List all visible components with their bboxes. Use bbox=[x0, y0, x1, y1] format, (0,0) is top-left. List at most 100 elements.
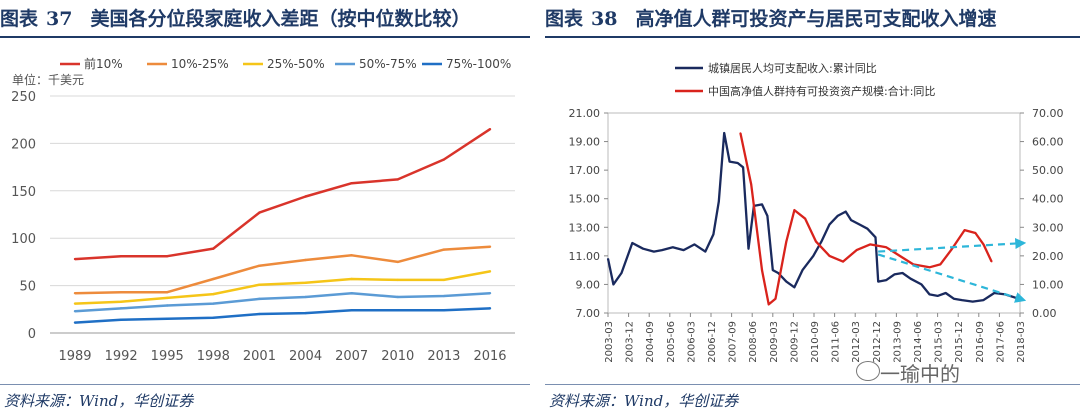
data-point bbox=[728, 160, 731, 163]
left-figure-title-text: 美国各分位段家庭收入差距（按中位数比较） bbox=[90, 8, 471, 30]
data-point bbox=[993, 292, 996, 294]
right-source-note: 资料来源：Wind，华创证券 bbox=[549, 392, 739, 410]
data-point bbox=[874, 236, 877, 239]
x-tick-label: 2003-12 bbox=[625, 321, 636, 363]
data-point bbox=[739, 132, 742, 134]
data-point bbox=[212, 302, 215, 305]
data-point bbox=[761, 269, 763, 271]
legend-label-3: 25%-50% bbox=[267, 57, 325, 71]
data-point bbox=[928, 293, 931, 296]
data-point bbox=[747, 247, 750, 250]
x-tick-label: 2001 bbox=[243, 349, 276, 364]
data-point bbox=[772, 269, 774, 271]
data-point bbox=[801, 269, 804, 271]
y-tick-label: 50 bbox=[19, 280, 36, 295]
data-point bbox=[442, 248, 446, 251]
data-point bbox=[893, 273, 896, 276]
data-point bbox=[974, 232, 977, 234]
data-point bbox=[442, 294, 446, 298]
x-tick-label: 1989 bbox=[58, 349, 91, 364]
data-point bbox=[661, 249, 663, 251]
x-tick-label: 2018-03 bbox=[1016, 321, 1027, 363]
x-tick-label: 2012-12 bbox=[872, 321, 883, 363]
data-point bbox=[909, 277, 912, 280]
series-line-1 bbox=[74, 128, 491, 261]
data-point bbox=[717, 200, 720, 203]
data-point bbox=[885, 279, 888, 281]
data-point bbox=[73, 257, 77, 261]
data-point bbox=[850, 219, 852, 221]
x-tick-label: 2014-06 bbox=[913, 321, 924, 363]
series-line-1 bbox=[606, 131, 1019, 303]
data-point bbox=[928, 266, 931, 269]
data-point bbox=[672, 246, 674, 249]
data-point bbox=[212, 316, 215, 320]
data-point bbox=[304, 295, 307, 299]
data-point bbox=[901, 272, 904, 274]
y-left-tick-label: 7.00 bbox=[576, 307, 601, 320]
legend-label-5: 75%-100% bbox=[446, 57, 511, 71]
data-point bbox=[742, 166, 744, 169]
right-figure-title: 图表 38 高净值人群可投资产与居民可支配收入增速 bbox=[545, 4, 996, 34]
data-point bbox=[793, 209, 796, 211]
data-point bbox=[842, 260, 844, 263]
x-tick-label: 2008-06 bbox=[748, 321, 759, 363]
x-tick-label: 1992 bbox=[105, 349, 138, 364]
data-point bbox=[869, 243, 871, 246]
y-left-tick-label: 13.00 bbox=[569, 221, 601, 234]
trend-arrow-2 bbox=[877, 253, 1027, 303]
data-point bbox=[396, 278, 399, 282]
legend-label-2: 10%-25% bbox=[171, 57, 229, 71]
data-point bbox=[396, 295, 399, 299]
right-figure-panel: 图表 38 高净值人群可投资产与居民可支配收入增速 7.00 9.00 11.00 13.… bbox=[545, 0, 1080, 416]
data-point bbox=[396, 178, 399, 181]
data-point bbox=[693, 243, 696, 246]
data-point bbox=[488, 245, 492, 248]
unit-label: 单位：千美元 bbox=[12, 72, 84, 87]
y-left-tick-label: 9.00 bbox=[576, 278, 601, 291]
x-tick-label: 2007-09 bbox=[728, 321, 739, 363]
right-figure-title-text: 高净值人群可投资产与居民可支配收入增速 bbox=[635, 8, 997, 30]
x-tick-label: 2010-09 bbox=[810, 321, 821, 363]
data-point bbox=[304, 258, 307, 262]
left-figure-label: 图表 bbox=[0, 8, 39, 30]
data-point bbox=[750, 183, 752, 186]
data-point bbox=[620, 272, 623, 274]
y-right-tick-label: 70.00 bbox=[1032, 107, 1064, 120]
x-tick-label: 2007 bbox=[335, 349, 368, 364]
left-title-rule bbox=[0, 36, 530, 38]
x-tick-label: 2012-03 bbox=[851, 321, 862, 363]
data-point bbox=[971, 300, 974, 303]
data-point bbox=[936, 295, 939, 297]
x-tick-label: 2004 bbox=[289, 349, 322, 364]
data-point bbox=[855, 249, 858, 251]
y-tick-label: 250 bbox=[11, 90, 36, 105]
data-point bbox=[258, 283, 261, 286]
data-point bbox=[961, 299, 963, 301]
data-point bbox=[950, 249, 952, 251]
right-figure-number: 38 bbox=[591, 8, 618, 30]
data-point bbox=[350, 182, 353, 185]
left-source-note: 资料来源：Wind，华创证券 bbox=[4, 392, 194, 410]
x-tick-label: 2003-03 bbox=[604, 321, 615, 363]
y-right-tick-label: 20.00 bbox=[1032, 250, 1064, 263]
watermark-text: 一瑜中的 bbox=[880, 362, 960, 386]
data-point bbox=[258, 297, 261, 301]
data-point bbox=[828, 255, 831, 257]
data-point bbox=[877, 280, 879, 283]
data-point bbox=[442, 158, 446, 161]
series-line-2 bbox=[739, 132, 993, 306]
data-point bbox=[953, 297, 955, 300]
x-tick-label: 2011-06 bbox=[831, 321, 842, 363]
x-tick-label: 2009-12 bbox=[789, 321, 800, 363]
series-line-4 bbox=[74, 291, 491, 313]
data-point bbox=[812, 255, 815, 257]
data-point bbox=[612, 283, 615, 286]
data-point bbox=[898, 255, 901, 257]
left-bottom-rule bbox=[0, 384, 530, 385]
x-tick-label: 2016-09 bbox=[975, 321, 986, 363]
data-point bbox=[653, 250, 655, 253]
data-point bbox=[304, 195, 307, 198]
data-point bbox=[963, 229, 966, 231]
data-point bbox=[804, 217, 807, 220]
